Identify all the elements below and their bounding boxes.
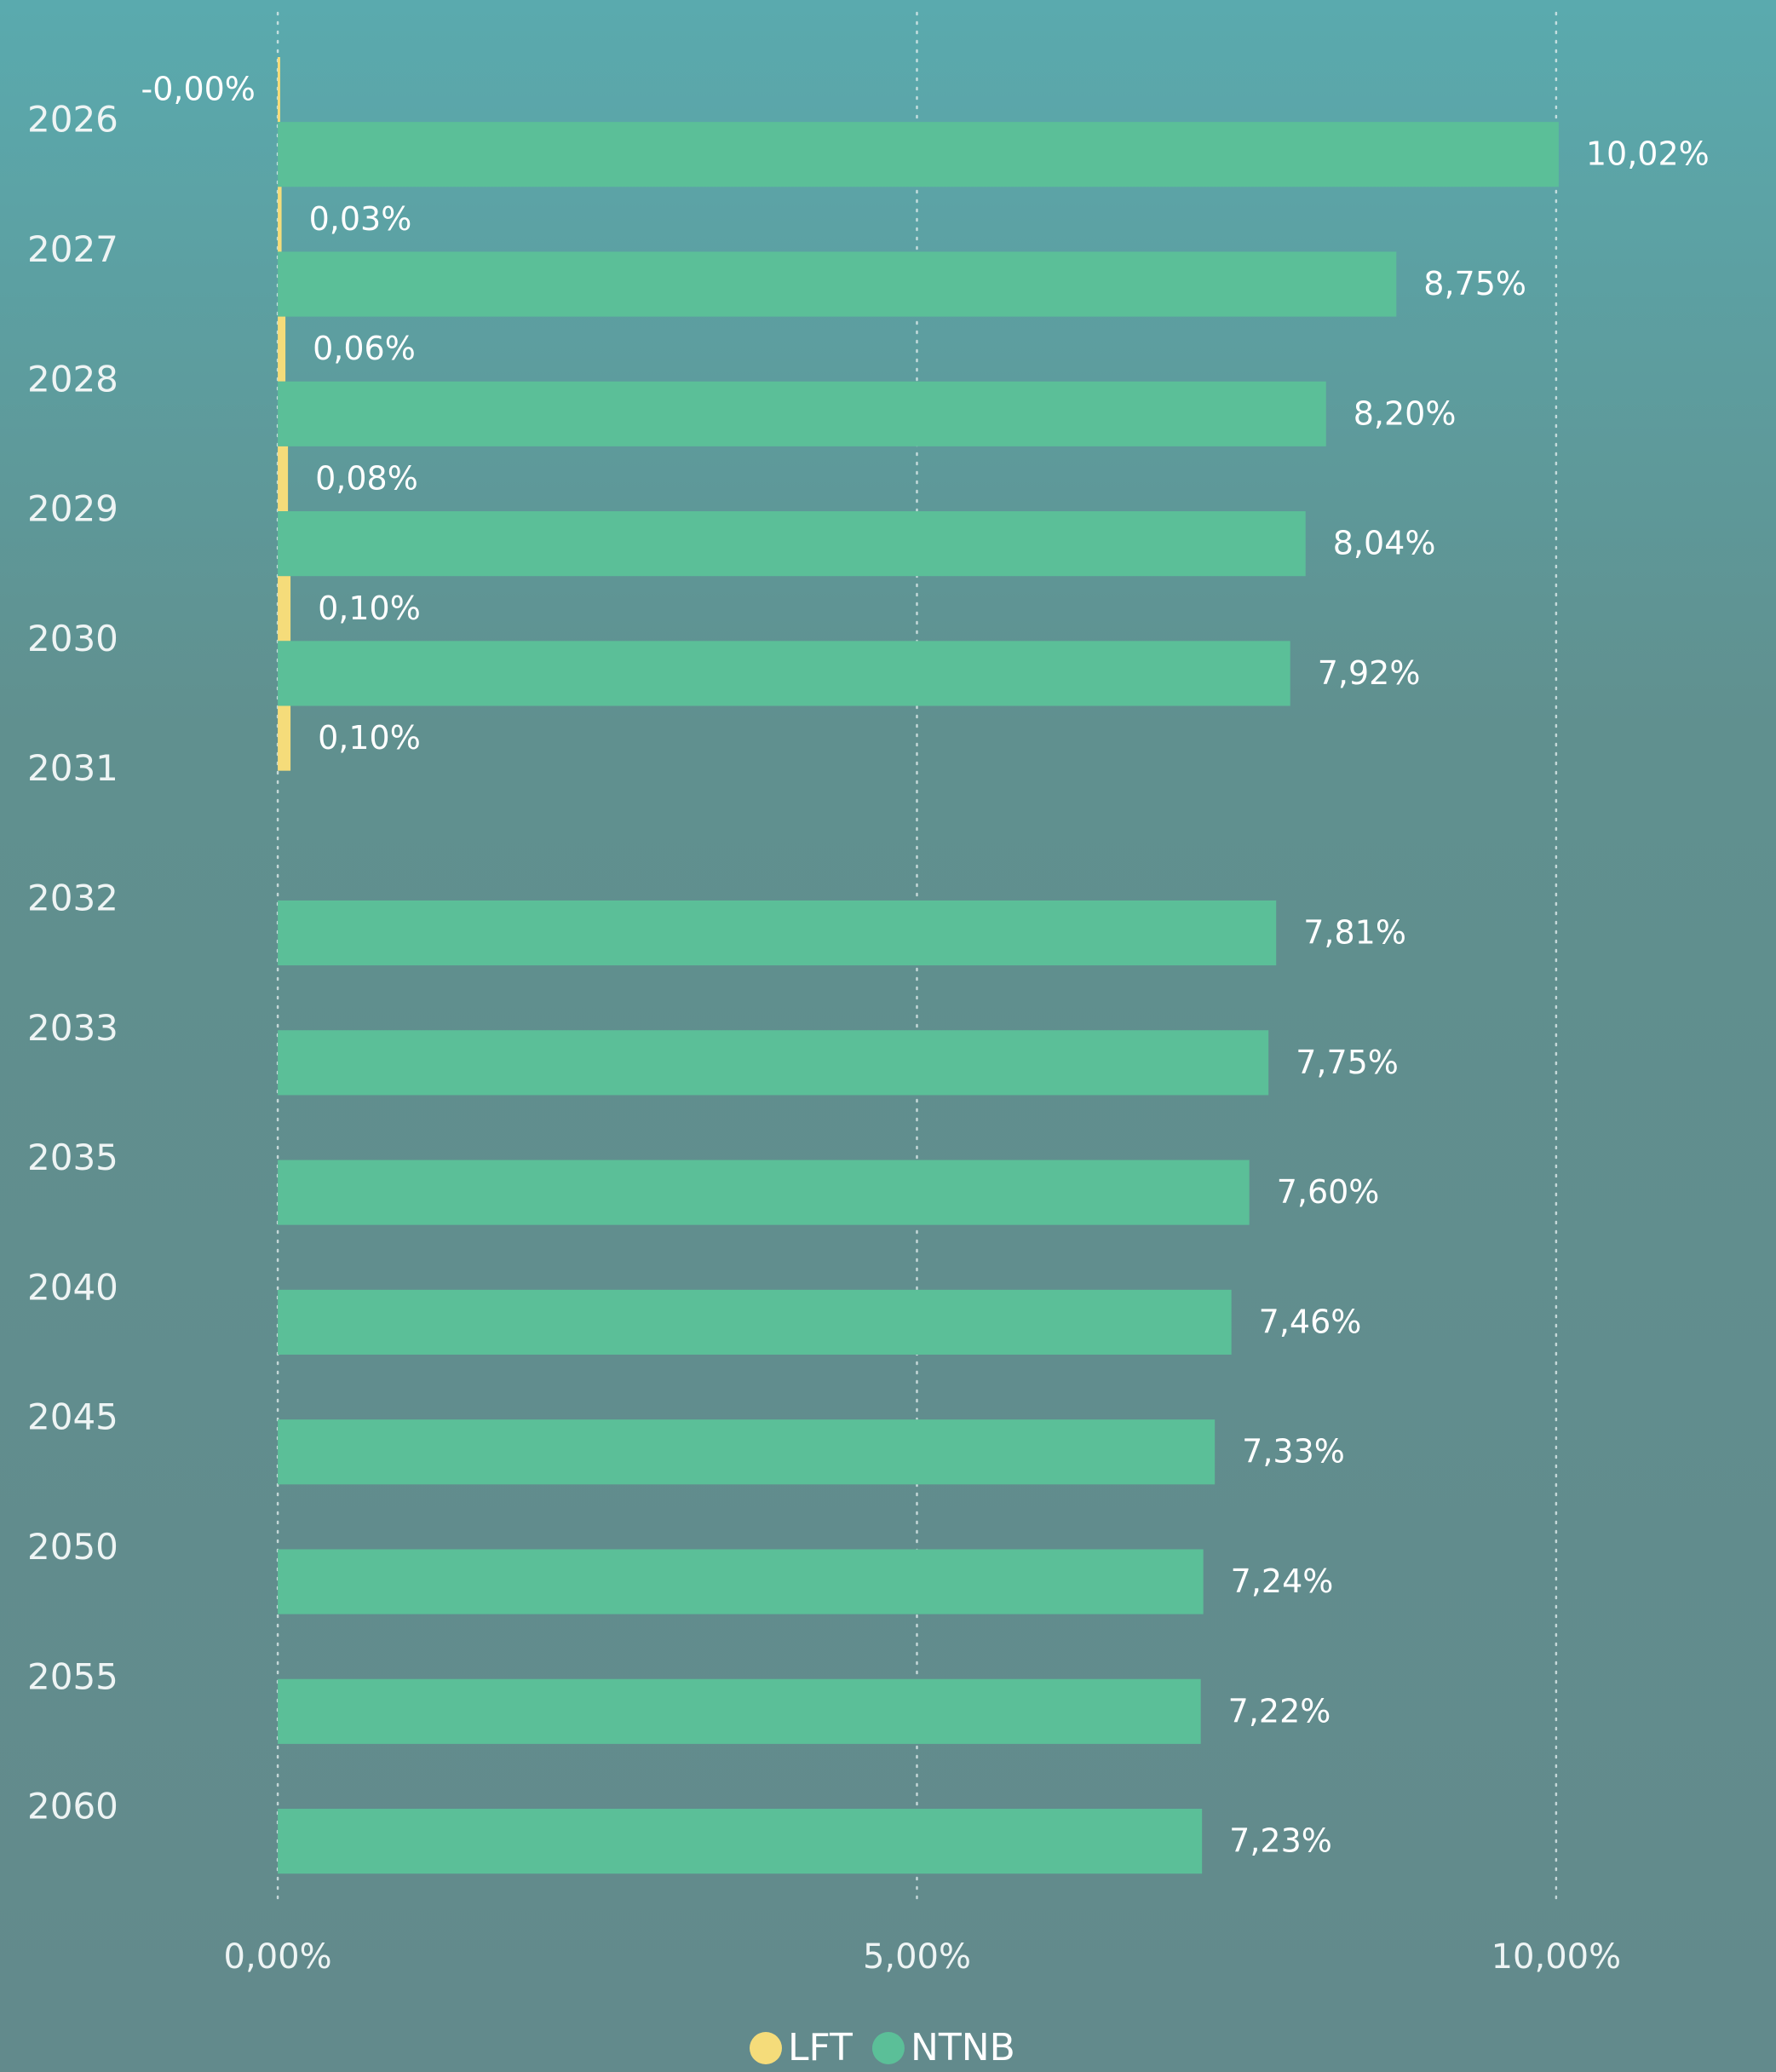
category-label: 2040 — [27, 1266, 118, 1308]
bar — [278, 1289, 1232, 1355]
bar — [278, 122, 1559, 187]
category-label: 2035 — [27, 1137, 118, 1178]
bar — [278, 1030, 1269, 1096]
value-label: 7,33% — [1242, 1433, 1345, 1471]
category-label: 2028 — [27, 358, 118, 400]
category-label: 2029 — [27, 488, 118, 530]
bar — [278, 705, 291, 771]
category-label: 2027 — [27, 228, 118, 270]
bar — [278, 1549, 1204, 1614]
legend-swatch — [750, 2032, 782, 2064]
bar — [278, 187, 282, 252]
value-label: 7,22% — [1228, 1692, 1331, 1730]
category-label: 2031 — [27, 747, 118, 789]
category-label: 2030 — [27, 618, 118, 659]
value-label: 7,60% — [1277, 1173, 1380, 1211]
category-label: 2055 — [27, 1655, 118, 1697]
x-tick-label: 0,00% — [224, 1937, 332, 1977]
legend-label: NTNB — [911, 2026, 1015, 2069]
category-label: 2033 — [27, 1007, 118, 1049]
category-label: 2045 — [27, 1396, 118, 1438]
value-label: 7,46% — [1259, 1303, 1362, 1340]
bar — [278, 1678, 1201, 1744]
bar — [278, 900, 1277, 966]
value-label: 0,03% — [309, 200, 412, 238]
bar — [278, 251, 1397, 317]
bar — [278, 1419, 1216, 1485]
x-tick-label: 10,00% — [1491, 1937, 1622, 1977]
value-label: 0,10% — [318, 590, 421, 627]
category-label: 2026 — [27, 99, 118, 141]
bar — [278, 446, 289, 512]
x-tick-label: 5,00% — [863, 1937, 971, 1977]
legend-label: LFT — [788, 2026, 853, 2069]
legend-swatch — [871, 2032, 905, 2064]
bar — [277, 57, 280, 123]
category-label: 2050 — [27, 1526, 118, 1568]
value-label: -0,00% — [141, 71, 255, 108]
value-label: 0,10% — [318, 719, 421, 757]
value-label: 7,81% — [1303, 914, 1406, 952]
bar — [278, 316, 286, 382]
value-label: 7,92% — [1318, 654, 1421, 692]
value-label: 8,04% — [1333, 525, 1436, 562]
value-label: 7,24% — [1231, 1563, 1334, 1600]
value-label: 8,75% — [1423, 265, 1526, 302]
bar — [278, 576, 291, 642]
category-label: 2032 — [27, 877, 118, 918]
value-label: 7,75% — [1296, 1044, 1399, 1081]
value-label: 0,06% — [313, 330, 416, 367]
bar — [278, 511, 1306, 577]
bar — [278, 1160, 1250, 1225]
category-label: 2060 — [27, 1786, 118, 1827]
value-label: 10,02% — [1586, 135, 1710, 173]
value-label: 7,23% — [1229, 1822, 1332, 1860]
value-label: 0,08% — [315, 459, 418, 497]
bar — [278, 381, 1326, 446]
bar — [278, 641, 1290, 706]
bar — [278, 1809, 1203, 1874]
value-label: 8,20% — [1354, 394, 1457, 432]
